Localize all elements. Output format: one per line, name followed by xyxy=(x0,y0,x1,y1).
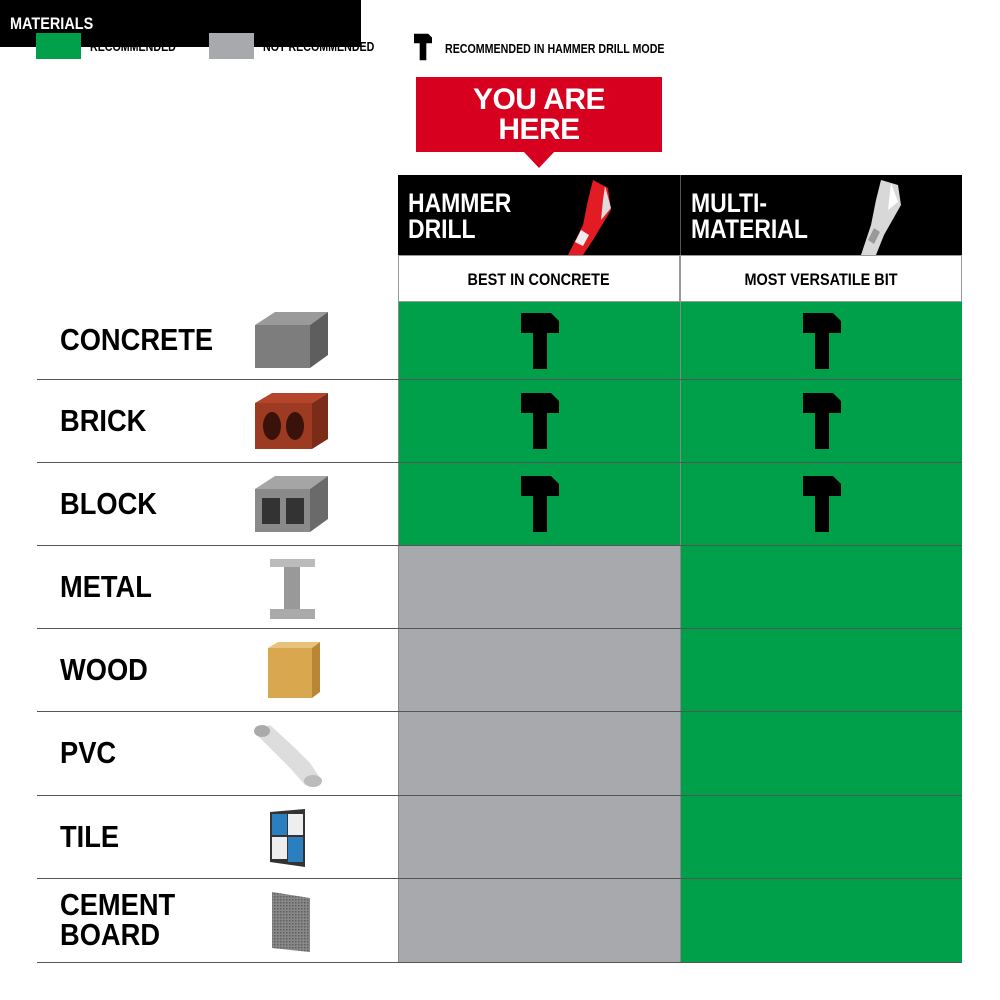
material-label-line: WOOD xyxy=(60,651,148,687)
table-row: PVC xyxy=(37,712,962,796)
cell-hammer xyxy=(680,302,962,379)
table-row: TILE xyxy=(37,796,962,879)
cement-board-image xyxy=(250,890,330,960)
material-label-line: BRICK xyxy=(60,402,147,438)
red-drill-bit-image xyxy=(568,180,611,255)
legend-swatch-not-recommended xyxy=(209,33,254,59)
cinder-block-image xyxy=(250,474,330,539)
material-label: CEMENT BOARD xyxy=(60,887,176,952)
i-beam-image xyxy=(250,557,330,627)
material-label: BRICK xyxy=(60,402,147,438)
cell-hammer xyxy=(680,463,962,545)
cell-not-recommended xyxy=(398,712,680,795)
subtitle-text: BEST IN CONCRETE xyxy=(467,270,611,289)
material-label-line: CONCRETE xyxy=(60,322,214,357)
concrete-block-image xyxy=(250,310,330,375)
hammer-icon xyxy=(520,393,559,449)
pvc-elbow-image xyxy=(250,723,330,793)
cell-not-recommended xyxy=(398,629,680,711)
table-row: BRICK xyxy=(37,380,962,463)
cell-recommended xyxy=(680,712,962,795)
legend-swatch-recommended xyxy=(36,33,81,59)
table-row: METAL xyxy=(37,546,962,629)
cell-not-recommended xyxy=(398,879,680,962)
material-label-line: CEMENT xyxy=(60,887,176,922)
table-row: WOOD xyxy=(37,629,962,712)
cell-recommended xyxy=(680,796,962,878)
callout-pointer xyxy=(523,151,555,168)
column-title: DRILL xyxy=(408,214,476,244)
silver-drill-bit-image xyxy=(861,180,901,255)
materials-header: MATERIALS xyxy=(0,0,361,47)
cell-hammer xyxy=(398,302,680,379)
table-row: CONCRETE xyxy=(37,302,962,380)
column-title: MULTI- xyxy=(691,188,768,218)
material-label-line: BOARD xyxy=(60,917,161,952)
table-row: CEMENT BOARD xyxy=(37,879,962,963)
material-label: TILE xyxy=(60,818,120,854)
material-label: CONCRETE xyxy=(60,322,214,357)
hammer-icon xyxy=(414,33,432,61)
material-label-line: METAL xyxy=(60,568,152,604)
cell-recommended xyxy=(680,879,962,962)
legend-label: NOT RECOMMENDED xyxy=(263,39,375,54)
hammer-icon xyxy=(520,312,559,369)
wood-block-image xyxy=(250,640,330,705)
hammer-icon xyxy=(802,476,841,532)
column-header-multi-material: MULTI- MATERIAL xyxy=(680,175,962,255)
brick-image xyxy=(250,391,330,456)
hammer-icon xyxy=(520,476,559,532)
material-label-line: TILE xyxy=(60,818,120,854)
material-label: BLOCK xyxy=(60,485,157,521)
column-header-hammer-drill: HAMMER DRILL xyxy=(398,175,680,255)
cell-not-recommended xyxy=(398,796,680,878)
subtitle-text: MOST VERSATILE BIT xyxy=(744,270,898,289)
material-label: WOOD xyxy=(60,651,148,687)
material-label: PVC xyxy=(60,735,117,770)
legend-label: RECOMMENDED xyxy=(90,39,176,54)
material-label-line: PVC xyxy=(60,735,117,770)
cell-recommended xyxy=(680,546,962,628)
you-are-here-callout: YOU ARE HERE xyxy=(416,77,662,152)
cell-not-recommended xyxy=(398,546,680,628)
material-label: METAL xyxy=(60,568,152,604)
hammer-icon xyxy=(802,312,841,369)
material-label-line: BLOCK xyxy=(60,485,157,521)
callout-line: YOU ARE xyxy=(472,83,606,116)
tile-image xyxy=(250,807,330,877)
callout-line: HERE xyxy=(498,113,580,146)
column-title: HAMMER xyxy=(408,188,512,218)
cell-hammer xyxy=(398,380,680,462)
hammer-icon xyxy=(802,393,841,449)
legend-label: RECOMMENDED IN HAMMER DRILL MODE xyxy=(445,41,665,56)
table-row: BLOCK xyxy=(37,463,962,546)
column-subtitle: MOST VERSATILE BIT xyxy=(680,255,962,302)
cell-recommended xyxy=(680,629,962,711)
column-subtitle: BEST IN CONCRETE xyxy=(398,255,680,302)
cell-hammer xyxy=(680,380,962,462)
materials-header-text: MATERIALS xyxy=(10,14,94,33)
column-title: MATERIAL xyxy=(691,214,808,244)
cell-hammer xyxy=(398,463,680,545)
